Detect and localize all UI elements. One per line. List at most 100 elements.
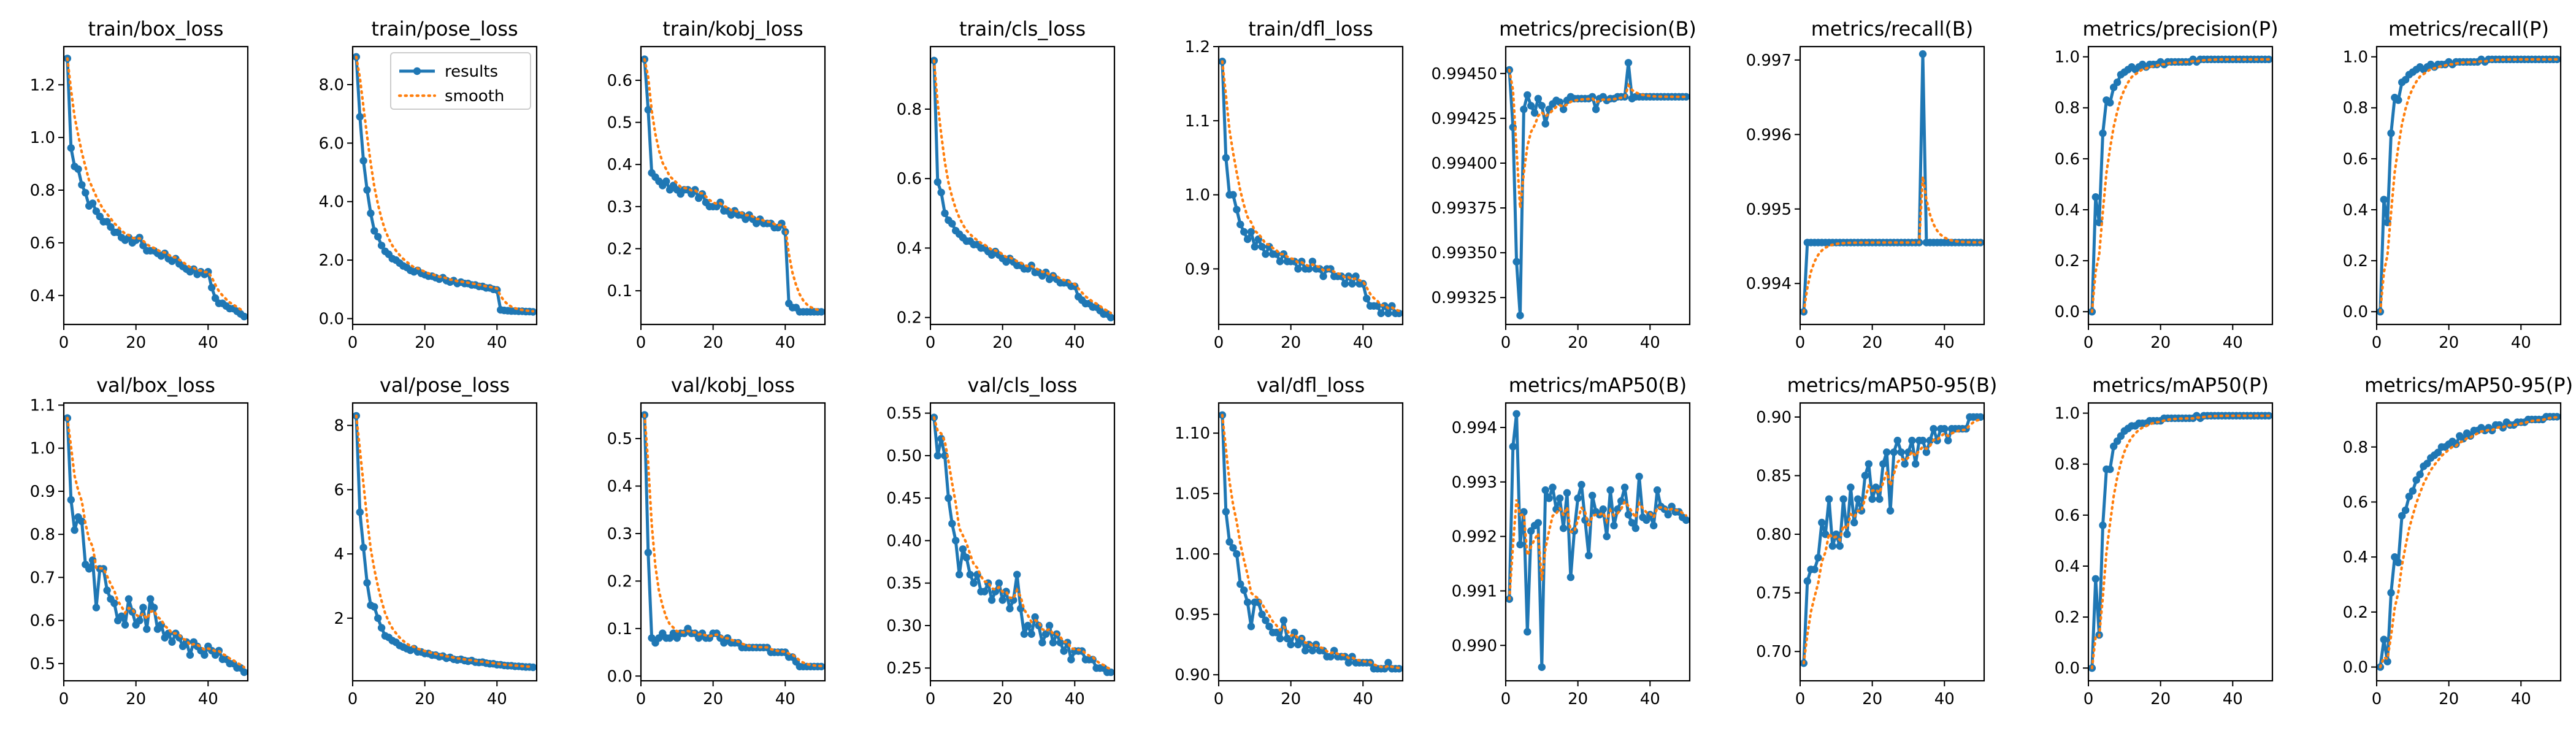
results-point — [933, 178, 942, 186]
y-tick-label: 0.4 — [607, 478, 632, 496]
results-point — [1941, 424, 1949, 433]
results-point — [1541, 120, 1549, 128]
smooth-line — [1508, 68, 1688, 209]
x-tick-label: 20 — [126, 690, 146, 708]
results-point — [2394, 96, 2402, 104]
results-line — [932, 60, 1112, 319]
results-point — [2391, 553, 2399, 561]
plot-area — [1506, 410, 1690, 672]
results-point — [1222, 154, 1230, 162]
results-point — [1020, 630, 1029, 638]
results-point — [1653, 486, 1662, 494]
y-tick-label: 0.0 — [2055, 659, 2080, 678]
results-point — [359, 156, 367, 165]
y-tick-label: 1.2 — [1185, 38, 1210, 56]
subplot-metrics-precision-b-: metrics/precision(B) 0 20 40 0.99325 0.99350 0… — [1431, 17, 1696, 352]
results-point — [948, 519, 956, 527]
y-tick-label: 1.0 — [2343, 48, 2368, 67]
results-point — [1682, 93, 1690, 101]
results-point — [1225, 538, 1233, 546]
axes-frame — [1217, 45, 1404, 326]
results-line — [2379, 58, 2558, 312]
x-tick-label: 40 — [198, 334, 218, 352]
x-tick-label: 20 — [703, 690, 723, 708]
smooth-line — [2090, 414, 2271, 670]
smooth-line — [2090, 58, 2271, 313]
results-line — [66, 418, 246, 673]
results-point — [1631, 524, 1639, 532]
x-tick-label: 40 — [1934, 334, 1955, 352]
results-point — [1624, 59, 1633, 67]
results-point — [2409, 487, 2417, 495]
results-point — [356, 113, 364, 121]
axes-frame — [640, 402, 826, 682]
results-point — [1276, 634, 1284, 643]
results-point — [1926, 437, 1934, 445]
x-tick-label: 20 — [415, 334, 435, 352]
x-tick-label: 40 — [2511, 334, 2531, 352]
results-point — [2380, 196, 2388, 204]
y-tick-label: 0.1 — [607, 282, 632, 301]
results-point — [2380, 635, 2388, 643]
results-point — [240, 312, 248, 321]
axes-frame — [1505, 45, 1691, 326]
results-point — [2398, 512, 2406, 520]
results-point — [139, 604, 147, 611]
x-tick-label: 40 — [1353, 690, 1373, 708]
results-line — [643, 415, 822, 669]
results-point — [1301, 646, 1309, 655]
y-tick-label: 0.5 — [607, 114, 632, 132]
y-tick-label: 4 — [334, 545, 344, 564]
x-tick-label: 20 — [2439, 690, 2459, 708]
results-point — [1890, 448, 1898, 456]
results-point — [2466, 432, 2475, 440]
results-point — [374, 614, 382, 623]
results-point — [1258, 243, 1266, 251]
results-point — [2099, 129, 2107, 137]
results-point — [1897, 448, 1905, 456]
results-point — [1045, 621, 1054, 630]
results-point — [1585, 551, 1593, 559]
y-tick-label: 0.55 — [886, 405, 922, 423]
results-point — [1067, 656, 1075, 664]
x-tick-label: 40 — [1353, 334, 1373, 352]
x-tick-label: 40 — [1640, 690, 1660, 708]
x-tick-label: 0 — [1501, 690, 1511, 708]
y-tick-label: 2.0 — [319, 251, 344, 270]
results-point — [367, 209, 375, 217]
results-point — [1373, 302, 1381, 310]
results-point — [2401, 506, 2410, 515]
results-point — [1258, 610, 1266, 618]
results-point — [82, 189, 90, 197]
results-point — [1534, 519, 1543, 527]
y-tick-label: 0.2 — [2343, 252, 2368, 270]
results-point — [962, 553, 971, 562]
y-tick-label: 0.4 — [2343, 548, 2368, 567]
results-point — [1592, 105, 1600, 113]
results-line — [1508, 412, 1687, 669]
results-point — [1512, 410, 1520, 418]
results-point — [1620, 483, 1629, 491]
results-point — [1944, 437, 1952, 445]
results-point — [1893, 437, 1901, 445]
results-point — [1344, 659, 1352, 667]
y-tick-label: 0.996 — [1746, 126, 1792, 144]
y-tick-label: 1.1 — [1185, 112, 1210, 131]
y-tick-label: 0.2 — [2343, 604, 2368, 622]
x-tick-label: 0 — [926, 334, 936, 352]
results-point — [1534, 94, 1543, 102]
results-point — [987, 596, 996, 604]
results-point — [1930, 424, 1938, 433]
results-point — [1251, 243, 1259, 251]
results-point — [1559, 524, 1568, 532]
panel-title: metrics/precision(B) — [1499, 17, 1696, 40]
results-point — [1836, 542, 1844, 550]
results-point — [1520, 105, 1528, 113]
subplot-metrics-recall-p-: metrics/recall(P) 0 20 40 0.0 0.2 0.4 0.6 0.8 1.0 — [2343, 17, 2562, 352]
y-tick-label: 0.6 — [897, 170, 922, 188]
y-tick-label: 8.0 — [319, 76, 344, 94]
axes-frame — [63, 402, 249, 682]
smooth-line — [355, 55, 535, 313]
y-tick-label: 0.35 — [886, 575, 922, 593]
